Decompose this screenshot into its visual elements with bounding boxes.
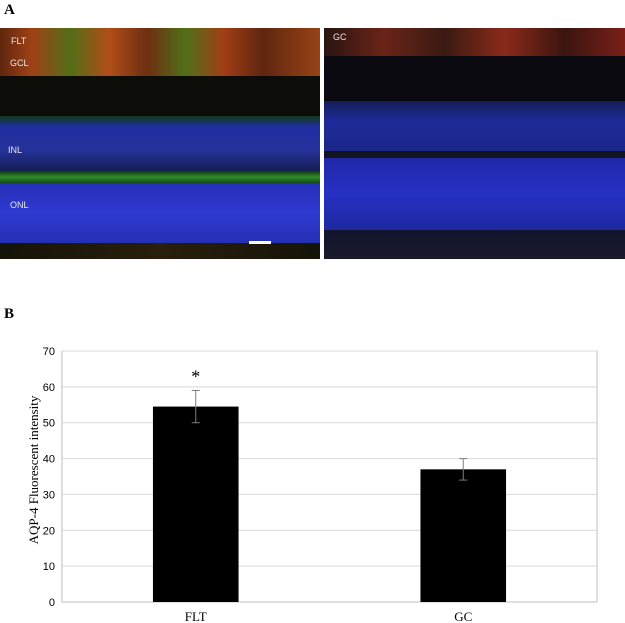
photoreceptor-layer [0,243,320,259]
y-tick-label: 40 [43,454,55,466]
grid-lines [61,350,598,603]
scale-bar [249,241,271,244]
bar-gc [420,469,507,602]
gc-retina-micrograph: GC [324,28,625,259]
panel-b-letter: B [4,306,15,322]
significance-marker: * [191,366,200,386]
y-axis-label: AQP-4 Fluorescent intensity [26,395,41,544]
y-tick-label: 70 [43,346,55,358]
aqp4-bar-chart: 0 10 20 30 40 50 60 70 FLT GC * AQP-4 Fluorescen… [26,346,598,623]
flt-retina-micrograph: FLT GCL INL ONL [0,28,320,259]
category-label-flt: FLT [185,609,207,623]
y-tick-label: 50 [43,418,55,430]
photoreceptor-layer [324,230,625,259]
category-label-gc: GC [454,609,472,623]
panel-a-letter: A [4,2,15,18]
plot-frame [61,350,598,603]
y-tick-label: 60 [43,382,55,394]
ipl-layer [324,56,625,101]
onl-layer [324,158,625,230]
inl-label: INL [8,145,23,155]
gcl-layer [324,28,625,56]
opl-layer [324,151,625,158]
opl-layer [0,171,320,183]
gc-image-label: GC [333,32,347,42]
ipl-layer [0,76,320,116]
bars [152,406,507,602]
y-tick-labels: 0 10 20 30 40 50 60 70 [43,346,55,609]
onl-layer [0,183,320,243]
y-tick-label: 20 [43,525,55,537]
gcl-label: GCL [10,58,29,68]
error-bars [191,389,468,481]
annotations: * [191,366,200,386]
bar-flt [152,406,239,602]
y-tick-label: 0 [49,597,55,609]
inl-layer [324,101,625,151]
onl-label: ONL [10,200,29,210]
flt-image-label: FLT [11,36,27,46]
y-tick-label: 10 [43,561,55,573]
gcl-layer [0,28,320,76]
inl-layer [0,116,320,171]
category-labels: FLT GC [185,609,472,623]
y-tick-label: 30 [43,489,55,501]
